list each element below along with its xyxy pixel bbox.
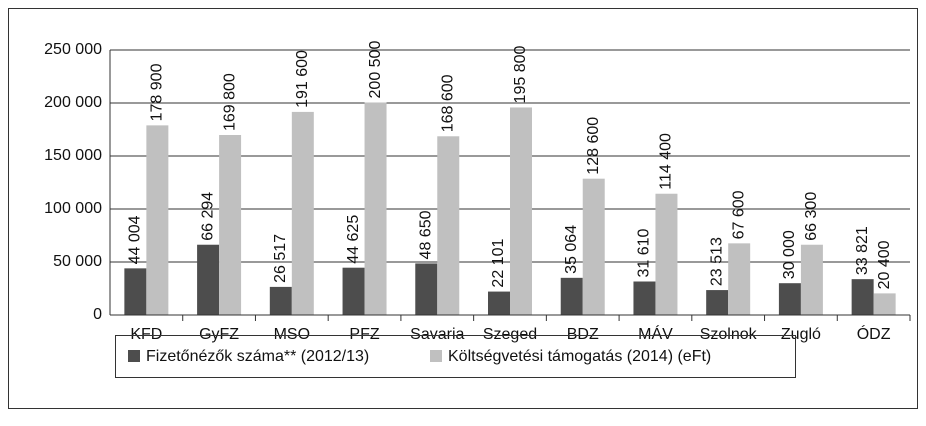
- value-label: 66 294: [199, 192, 216, 241]
- x-tick-label: ÓDZ: [857, 324, 891, 343]
- value-label: 48 650: [417, 210, 434, 259]
- bar: [728, 243, 751, 315]
- value-label: 66 300: [803, 192, 820, 241]
- value-label: 33 821: [854, 226, 871, 275]
- x-tick-label: Savaria: [410, 326, 464, 343]
- bar: [778, 283, 801, 315]
- y-tick-label: 200 000: [44, 94, 102, 111]
- bar: [873, 293, 896, 315]
- bar: [582, 178, 605, 315]
- bar: [437, 136, 460, 315]
- value-label: 30 000: [781, 230, 798, 279]
- value-label: 26 517: [272, 234, 289, 283]
- bar: [706, 290, 729, 315]
- legend-label: Fizetőnézők száma** (2012/13): [146, 348, 369, 365]
- legend-label: Költségvetési támogatás (2014) (eFt): [448, 348, 711, 365]
- value-label: 44 004: [127, 215, 144, 264]
- value-label: 23 513: [708, 237, 725, 286]
- y-tick-label: 150 000: [44, 147, 102, 164]
- legend-swatch: [430, 350, 442, 362]
- frame: [8, 8, 918, 409]
- x-tick-label: Szeged: [483, 326, 537, 343]
- bar: [342, 267, 365, 315]
- x-tick-label: Zugló: [781, 326, 821, 343]
- x-tick-label: Szolnok: [700, 326, 758, 343]
- y-tick-label: 0: [93, 306, 102, 323]
- bar: [219, 135, 242, 315]
- x-tick-label: MÁV: [638, 324, 673, 343]
- x-tick-label: PFZ: [349, 326, 379, 343]
- x-tick-label: BDZ: [567, 326, 599, 343]
- value-label: 20 400: [876, 240, 893, 289]
- value-label: 169 800: [221, 73, 238, 131]
- legend-box: [115, 335, 796, 378]
- bar: [655, 193, 678, 315]
- bar: [364, 102, 387, 315]
- legend-swatch: [128, 350, 140, 362]
- value-label: 191 600: [294, 50, 311, 108]
- value-label: 67 600: [730, 190, 747, 239]
- bar: [560, 277, 583, 315]
- bar: [269, 286, 292, 315]
- bar: [197, 244, 220, 315]
- bar: [851, 279, 874, 315]
- value-label: 44 625: [345, 215, 362, 264]
- value-label: 114 400: [658, 133, 675, 190]
- bar: [291, 111, 314, 316]
- y-tick-label: 250 000: [44, 41, 102, 58]
- bar: [124, 268, 147, 315]
- value-label: 22 101: [490, 239, 507, 288]
- bar: [633, 281, 656, 315]
- value-label: 35 064: [563, 225, 580, 274]
- value-label: 200 500: [367, 41, 384, 99]
- x-tick-label: MSO: [274, 326, 310, 343]
- bar: [510, 107, 532, 316]
- bar: [146, 125, 169, 315]
- value-label: 178 900: [149, 63, 166, 121]
- y-tick-label: 50 000: [53, 253, 102, 270]
- bar: [488, 291, 510, 315]
- x-tick-label: GyFZ: [199, 326, 239, 343]
- y-tick-label: 100 000: [44, 200, 102, 217]
- value-label: 128 600: [585, 117, 602, 175]
- bar: [415, 263, 438, 315]
- value-label: 168 600: [439, 74, 456, 132]
- value-label: 195 800: [512, 46, 529, 104]
- value-label: 31 610: [636, 228, 653, 277]
- x-tick-label: KFD: [130, 326, 162, 343]
- bar: [800, 244, 823, 315]
